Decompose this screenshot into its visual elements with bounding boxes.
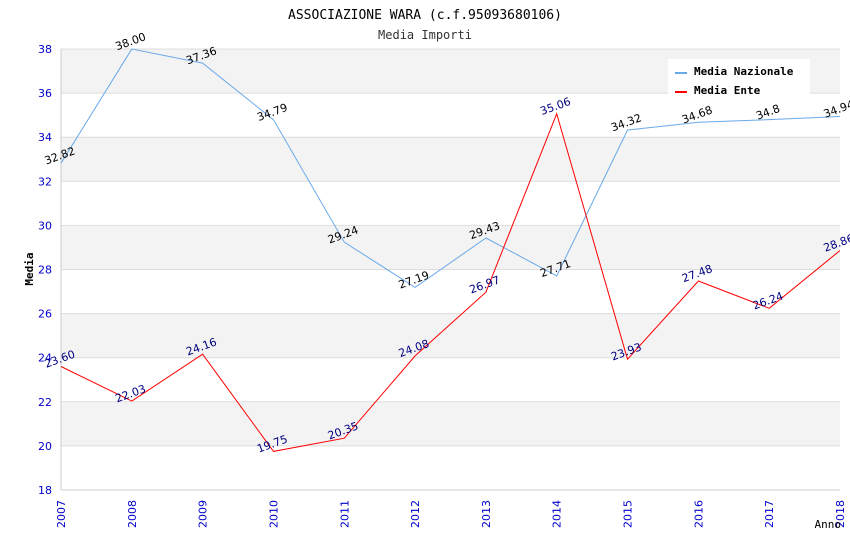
y-axis: 18 20 22 24 26 28 30 32 34 36 38 — [38, 43, 52, 497]
y-tick-label: 22 — [38, 396, 52, 409]
y-tick-label: 20 — [38, 440, 52, 453]
plot-band — [61, 445, 840, 490]
y-tick-label: 30 — [38, 219, 52, 232]
series-layer — [60, 48, 841, 452]
chart-subtitle: Media Importi — [378, 28, 472, 42]
plot-band — [61, 313, 840, 358]
x-tick-label: 2013 — [480, 500, 493, 528]
x-tick-label: 2017 — [763, 500, 776, 528]
x-tick-label: 2007 — [55, 500, 68, 528]
x-tick-label: 2016 — [692, 500, 705, 528]
plot-band — [61, 137, 840, 182]
x-axis-label: Anno — [815, 518, 842, 531]
x-axis: 2007 2008 2009 2010 2011 2012 2013 2014 2015 2016… — [55, 500, 847, 528]
plot-band — [61, 401, 840, 446]
chart-title: ASSOCIAZIONE WARA (c.f.95093680106) — [288, 8, 562, 23]
x-tick-label: 2011 — [338, 500, 351, 528]
x-tick-label: 2018 — [834, 500, 847, 528]
plot-band — [61, 93, 840, 138]
x-tick-label: 2008 — [126, 500, 139, 528]
y-tick-label: 38 — [38, 43, 52, 56]
y-tick-label: 28 — [38, 264, 52, 277]
plot-band — [61, 269, 840, 314]
x-tick-label: 2014 — [551, 500, 564, 528]
y-tick-label: 34 — [38, 131, 52, 144]
y-tick-label: 24 — [38, 352, 52, 365]
x-tick-label: 2010 — [267, 500, 280, 528]
plot-band — [61, 357, 840, 402]
legend: Media Nazionale Media Ente — [668, 59, 810, 97]
plot-bands — [60, 48, 840, 491]
y-tick-label: 18 — [38, 484, 52, 497]
plot-band — [61, 181, 840, 226]
x-tick-label: 2015 — [622, 500, 635, 528]
series-line-media-ente — [60, 112, 841, 452]
x-tick-label: 2009 — [197, 500, 210, 528]
y-tick-label: 32 — [38, 175, 52, 188]
y-tick-label: 36 — [38, 87, 52, 100]
legend-label-media-nazionale: Media Nazionale — [694, 65, 794, 78]
y-tick-label: 26 — [38, 308, 52, 321]
series-line-media-nazionale — [60, 48, 841, 289]
legend-label-media-ente: Media Ente — [694, 84, 761, 97]
legend-box — [668, 59, 810, 97]
x-tick-label: 2012 — [409, 500, 422, 528]
y-axis-label: Media — [23, 252, 36, 285]
